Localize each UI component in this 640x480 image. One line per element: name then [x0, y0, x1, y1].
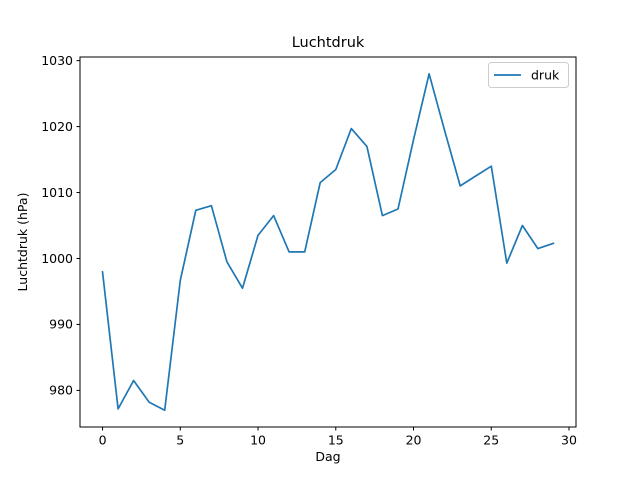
x-tick-label: 10 — [250, 433, 266, 448]
chart-title: Luchtdruk — [292, 35, 365, 51]
plot-area — [79, 56, 577, 428]
x-tick-label: 15 — [328, 433, 344, 448]
legend-label-druk: druk — [531, 68, 560, 83]
legend-frame — [488, 62, 569, 88]
legend: druk — [488, 62, 569, 88]
x-tick-label: 25 — [483, 433, 499, 448]
y-tick-label: 1000 — [41, 251, 73, 266]
x-tick-label: 20 — [406, 433, 422, 448]
y-axis-label: Luchtdruk (hPa) — [15, 193, 30, 292]
druk-series-line — [101, 72, 555, 412]
x-tick-label: 5 — [176, 433, 184, 448]
x-axis-ticks: 0 5 10 15 20 25 30 — [99, 427, 577, 448]
y-tick-label: 1030 — [41, 53, 73, 68]
y-axis-ticks: 980 990 1000 1010 1020 1030 — [41, 53, 80, 398]
x-tick-label: 30 — [561, 433, 577, 448]
x-tick-label: 0 — [99, 433, 107, 448]
y-tick-label: 1010 — [41, 185, 73, 200]
y-tick-label: 1020 — [41, 119, 73, 134]
y-tick-label: 990 — [49, 317, 73, 332]
y-tick-label: 980 — [49, 383, 73, 398]
x-axis-label: Dag — [315, 449, 340, 464]
